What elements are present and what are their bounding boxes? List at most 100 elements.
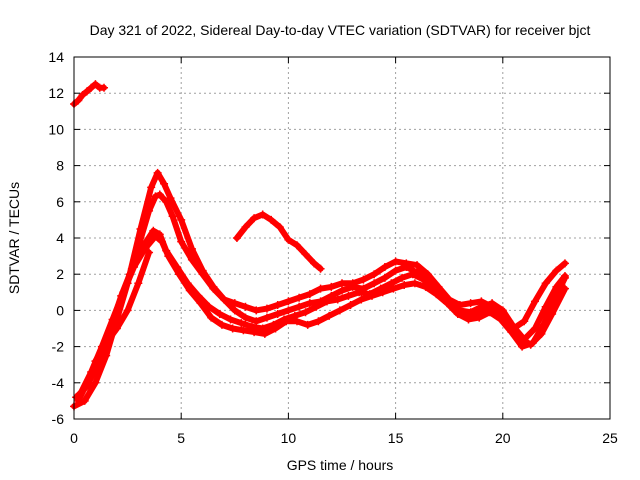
data-point [400,281,409,290]
data-point [273,300,282,309]
data-point [241,223,250,232]
data-point [230,306,239,315]
data-point [421,282,430,291]
data-point [432,290,441,299]
data-point [275,223,284,232]
data-point [100,83,109,92]
series-arc-7 [232,210,325,273]
y-tick-label: 2 [56,266,64,282]
data-point [220,295,229,304]
data-point [284,235,293,244]
data-point [241,302,250,311]
data-point [250,214,259,223]
data-point [410,279,419,288]
data-point [466,299,475,308]
data-point [507,328,516,337]
data-point [443,299,452,308]
data-point [209,282,218,291]
data-point [327,282,336,291]
series-line [77,233,568,397]
data-point [541,279,550,288]
data-point [252,306,261,315]
data-point [157,237,166,246]
data-point [303,320,312,329]
data-point [130,262,139,271]
data-point [155,190,164,199]
data-point [151,192,160,201]
data-point [282,317,291,326]
data-point [119,288,128,297]
data-point [237,319,246,328]
data-point [267,215,276,224]
data-point [230,299,239,308]
data-point [175,270,184,279]
data-point [560,259,569,268]
data-point [252,317,261,326]
data-point [149,226,158,235]
data-point [140,244,149,253]
data-point [338,279,346,288]
data-point [91,378,100,387]
data-point [284,306,293,315]
data-point [505,317,514,326]
data-point [262,304,271,313]
data-point [475,313,484,322]
data-point [305,290,314,299]
data-point [344,291,353,300]
data-point [402,262,411,271]
data-point [166,194,175,203]
data-point [74,396,83,405]
data-point [359,275,368,284]
data-point [87,83,96,92]
data-point [160,179,169,188]
data-point [258,210,267,219]
data-point [423,270,432,279]
data-point [528,338,537,347]
data-point [316,284,325,293]
data-point [260,329,269,338]
data-point [91,80,100,89]
data-point [335,306,344,315]
series-arc-5 [76,232,569,398]
data-point [292,241,301,250]
data-point [196,299,205,308]
y-tick-label: -6 [52,411,65,427]
data-point [370,279,379,288]
data-point [301,250,310,259]
data-point [464,315,473,324]
data-point [355,288,364,297]
data-point [310,259,319,268]
x-tick-label: 10 [281,430,297,446]
data-point [387,279,396,288]
data-point [518,342,527,351]
data-point [292,317,301,326]
data-point [488,299,497,308]
data-point [74,96,83,105]
x-tick-label: 5 [177,430,185,446]
data-point [312,302,321,311]
data-point [338,286,346,295]
data-point [408,270,417,279]
data-point [198,266,207,275]
data-point [226,315,235,324]
data-point [177,237,186,246]
data-point [250,328,259,337]
data-point [232,234,241,242]
data-point [162,197,171,206]
data-point [82,87,91,96]
y-tick-label: 12 [48,85,64,101]
data-point [301,308,310,317]
data-point [262,313,271,322]
data-point [560,273,569,282]
y-tick-label: 14 [48,49,64,65]
data-point [550,295,559,304]
data-point [333,295,342,304]
data-point [314,317,323,326]
axis-ticks: 0 5 10 15 20 25 -6 -4 -2 0 2 4 6 8 10 12 14 [48,49,618,446]
data-point [153,168,162,177]
data-point [380,262,389,271]
data-point [76,389,85,398]
series-line [233,211,324,272]
data-point [413,261,422,270]
x-tick-label: 25 [602,430,618,446]
